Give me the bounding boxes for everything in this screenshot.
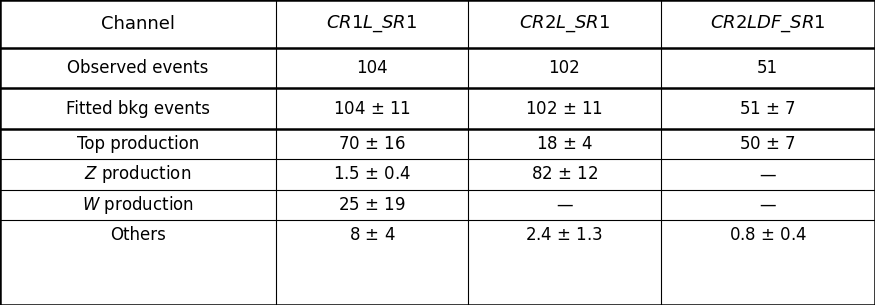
Text: $\mathit{CR2LDF\_SR1}$: $\mathit{CR2LDF\_SR1}$ — [710, 14, 825, 34]
Text: 18 $\pm$ 4: 18 $\pm$ 4 — [536, 135, 593, 153]
Text: 8 $\pm$ 4: 8 $\pm$ 4 — [348, 226, 396, 245]
Text: Channel: Channel — [101, 15, 175, 33]
Text: 102: 102 — [549, 59, 580, 77]
Text: $\mathit{W}$ production: $\mathit{W}$ production — [82, 194, 193, 216]
Text: 1.5 $\pm$ 0.4: 1.5 $\pm$ 0.4 — [332, 165, 411, 184]
Text: 104 $\pm$ 11: 104 $\pm$ 11 — [332, 99, 411, 118]
Text: Top production: Top production — [77, 135, 199, 153]
Text: 70 $\pm$ 16: 70 $\pm$ 16 — [338, 135, 406, 153]
Text: 25 $\pm$ 19: 25 $\pm$ 19 — [338, 196, 406, 214]
Text: 51 $\pm$ 7: 51 $\pm$ 7 — [739, 99, 796, 118]
Text: Others: Others — [110, 226, 165, 245]
Text: $\mathit{Z}$ production: $\mathit{Z}$ production — [84, 163, 192, 185]
Text: $\mathit{CR2L\_SR1}$: $\mathit{CR2L\_SR1}$ — [519, 14, 610, 34]
Text: Observed events: Observed events — [67, 59, 208, 77]
Text: —: — — [760, 196, 776, 214]
Text: 104: 104 — [356, 59, 388, 77]
Text: Fitted bkg events: Fitted bkg events — [66, 99, 210, 118]
Text: 102 $\pm$ 11: 102 $\pm$ 11 — [525, 99, 604, 118]
Text: 50 $\pm$ 7: 50 $\pm$ 7 — [739, 135, 796, 153]
Text: $\mathit{CR1L\_SR1}$: $\mathit{CR1L\_SR1}$ — [326, 14, 417, 34]
Text: 0.8 $\pm$ 0.4: 0.8 $\pm$ 0.4 — [729, 226, 807, 245]
Text: 2.4 $\pm$ 1.3: 2.4 $\pm$ 1.3 — [525, 226, 604, 245]
Text: —: — — [556, 196, 573, 214]
Text: 51: 51 — [757, 59, 779, 77]
Text: —: — — [760, 165, 776, 184]
Text: 82 $\pm$ 12: 82 $\pm$ 12 — [531, 165, 598, 184]
